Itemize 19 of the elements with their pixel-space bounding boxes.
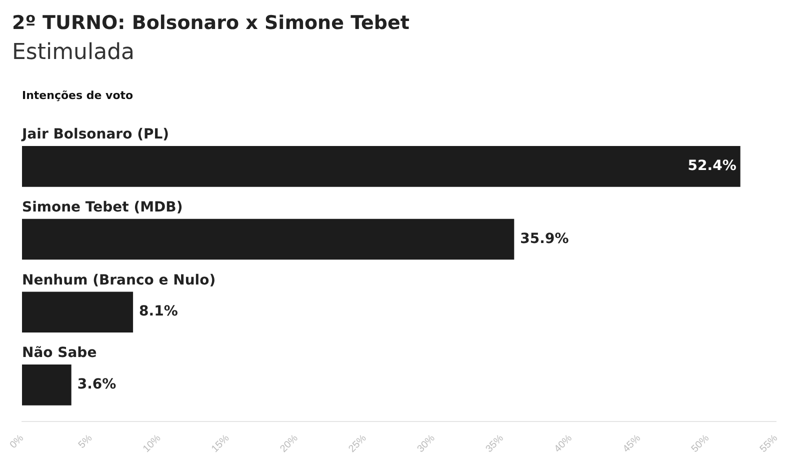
x-tick-label: 45% bbox=[621, 432, 644, 455]
y-tick-label: Não Sabe bbox=[22, 345, 97, 362]
x-tick-label: 40% bbox=[552, 432, 575, 455]
chart-title: 2º TURNO: Bolsonaro x Simone Tebet bbox=[12, 12, 410, 34]
x-tick-label: 50% bbox=[690, 432, 712, 455]
y-tick-label: Nenhum (Branco e Nulo) bbox=[22, 272, 216, 288]
data-label: 52.4% bbox=[688, 158, 736, 174]
y-tick-label: Simone Tebet (MDB) bbox=[22, 200, 183, 216]
y-tick-label: Jair Bolsonaro (PL) bbox=[21, 126, 170, 143]
x-tick-label: 0% bbox=[8, 432, 26, 451]
x-tick-label: 30% bbox=[415, 432, 438, 455]
x-tick-label: 55% bbox=[758, 432, 780, 455]
data-label: 3.6% bbox=[77, 376, 116, 393]
x-tick-label: 5% bbox=[76, 432, 95, 451]
annotation: Intenções de voto bbox=[22, 89, 134, 102]
chart-subtitle: Estimulada bbox=[12, 40, 135, 65]
data-label: 35.9% bbox=[520, 230, 569, 247]
x-tick-label: 35% bbox=[484, 432, 506, 455]
data-label: 8.1% bbox=[139, 304, 178, 320]
